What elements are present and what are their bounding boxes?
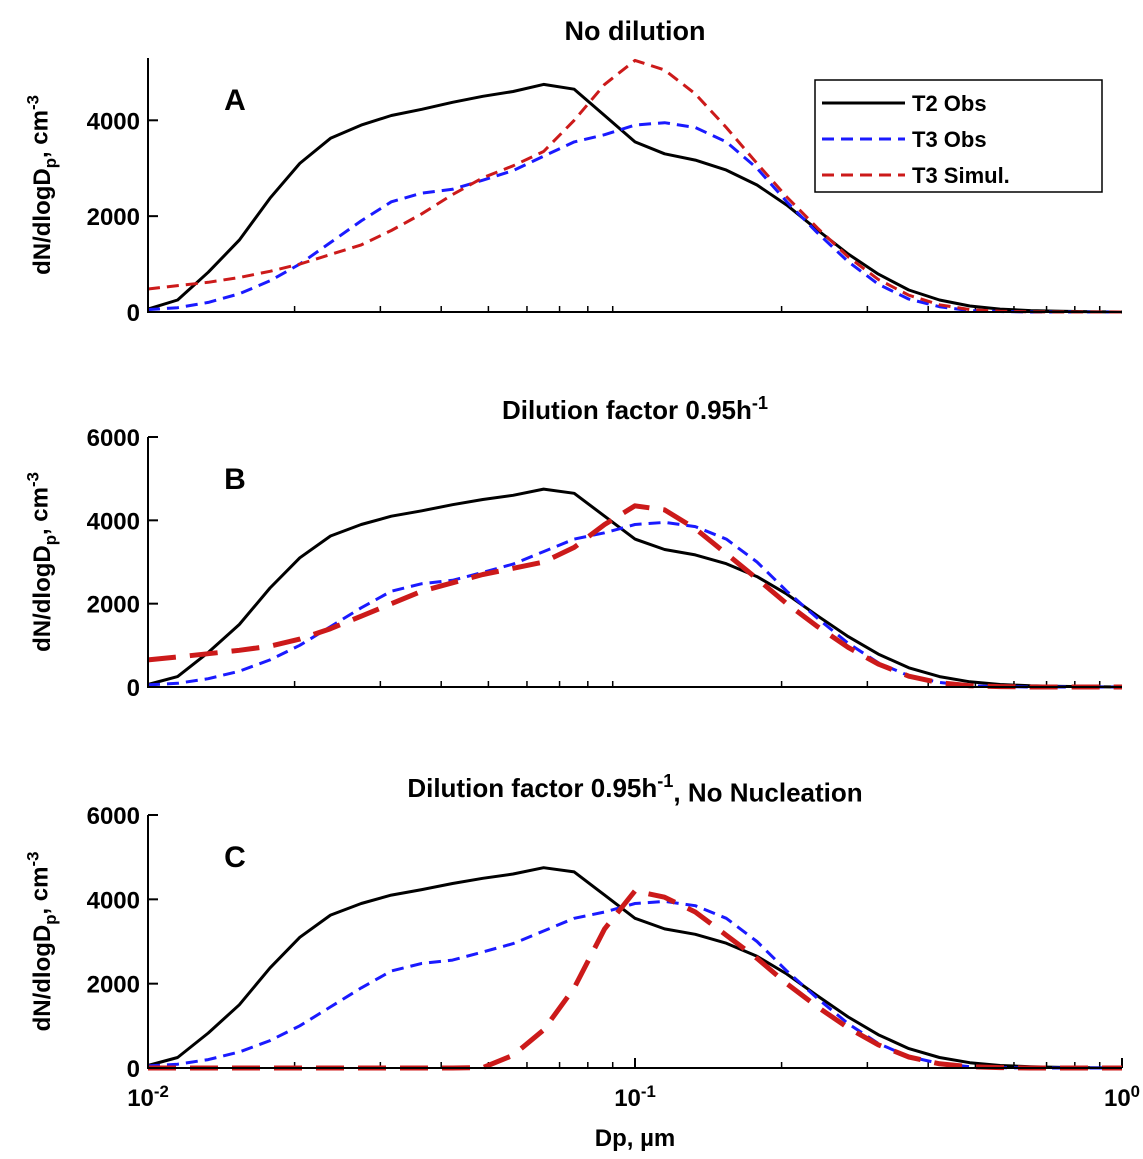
series-line [147, 487, 1123, 689]
y-tick-label: 0 [127, 1056, 140, 1083]
legend-label: T2 Obs [912, 91, 987, 116]
series-line [147, 82, 1123, 314]
axes [147, 437, 1122, 688]
y-tick-label: 4000 [87, 508, 140, 535]
series-line [147, 58, 1122, 314]
axes [147, 815, 1122, 1069]
y-tick-label: 2000 [87, 972, 140, 999]
y-tick-label: 2000 [87, 204, 140, 231]
series-line [148, 888, 1122, 1071]
y-axis-label: dN/dlogDp​, cm-3​ [23, 472, 60, 652]
y-tick-label: 2000 [87, 592, 140, 619]
x-tick-label: 10-1​ [614, 1082, 656, 1112]
y-tick-label: 0 [127, 675, 140, 702]
y-axis-label: dN/dlogDp​, cm-3​ [23, 95, 60, 275]
y-tick-label: 0 [127, 300, 140, 327]
y-axis-label: dN/dlogDp​, cm-3​ [23, 852, 60, 1032]
axes [147, 58, 1122, 313]
panel-title: Dilution factor 0.95h-1​, No Nucleation [407, 771, 862, 807]
panel-title: No dilution [565, 16, 706, 46]
x-tick-label: 10-2​ [127, 1082, 169, 1112]
panel-label: C [224, 841, 246, 874]
series-line [147, 503, 1122, 690]
series-line [147, 899, 1122, 1070]
y-tick-label: 6000 [87, 425, 140, 452]
panel-label: A [224, 84, 246, 117]
panel-label: B [224, 463, 246, 496]
legend-box [814, 79, 1103, 193]
y-tick-label: 4000 [87, 887, 140, 914]
series-line [147, 866, 1123, 1070]
legend-label: T3 Obs [912, 127, 987, 152]
x-axis-label: Dp, µm [595, 1125, 676, 1152]
series-line [147, 520, 1122, 689]
y-tick-label: 6000 [87, 803, 140, 830]
x-tick-label: 100​ [1104, 1082, 1140, 1112]
y-tick-label: 4000 [87, 108, 140, 135]
legend-label: T3 Simul. [912, 163, 1010, 188]
panel-title: Dilution factor 0.95h-1​ [502, 393, 768, 425]
